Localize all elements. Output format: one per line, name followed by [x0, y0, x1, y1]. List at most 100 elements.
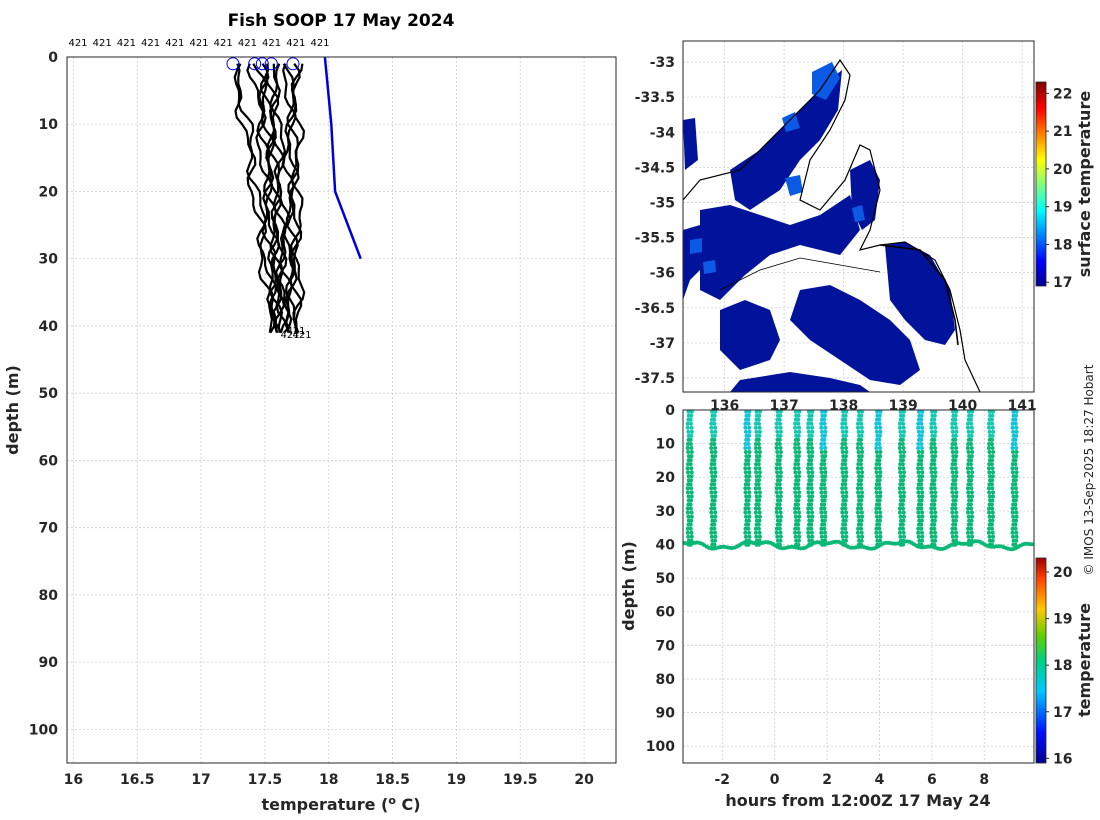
temp-colorbar-label: temperature — [1075, 603, 1094, 717]
ts-point — [689, 486, 694, 491]
ts-point — [777, 526, 782, 531]
ts-point — [819, 421, 824, 426]
chart-title: Fish SOOP 17 May 2024 — [228, 11, 455, 31]
ts-point — [897, 446, 902, 450]
ts-point — [969, 522, 973, 527]
ts-point — [953, 442, 958, 446]
ts-point — [820, 474, 825, 479]
ts-point — [843, 442, 848, 446]
ts-point — [932, 442, 937, 446]
y-tick-label: 40 — [39, 319, 59, 335]
sst-colorbar-tick-label: 18 — [1053, 237, 1072, 253]
ts-point — [709, 506, 714, 511]
ts-point — [822, 413, 827, 418]
ts-point — [875, 410, 880, 414]
ts-point — [844, 510, 849, 515]
temp-colorbar — [1035, 557, 1047, 764]
ts-point — [794, 494, 798, 499]
ts-point — [950, 490, 955, 495]
ts-point — [954, 494, 959, 499]
ts-point — [823, 454, 828, 459]
ts-point — [967, 474, 971, 479]
ts-point — [807, 494, 812, 499]
ts-point — [810, 470, 815, 475]
ts-point — [797, 410, 802, 414]
ts-point — [778, 466, 783, 471]
ts-point — [966, 421, 970, 426]
profile-chart: Fish SOOP 17 May 2024 16 16.5 17 17.5 18 18.5… — [3, 11, 617, 814]
ts-point — [953, 502, 958, 507]
ts-point — [930, 429, 934, 434]
ts-point — [901, 478, 906, 483]
ts-point — [796, 478, 801, 483]
ts-point — [809, 466, 814, 471]
ts-point — [841, 410, 846, 414]
ts-point — [929, 442, 934, 446]
ts-point — [743, 466, 748, 471]
ts-point — [757, 454, 762, 459]
ts-point — [970, 490, 974, 495]
ts-point — [843, 542, 848, 547]
profile-line — [234, 63, 276, 334]
profile-id-label: 421 — [141, 38, 160, 49]
ts-point — [878, 454, 883, 459]
ts-point — [793, 506, 798, 511]
ts-point — [746, 506, 751, 511]
ts-point — [1011, 474, 1016, 479]
ts-point — [777, 437, 782, 442]
ts-point — [919, 506, 924, 511]
ts-point — [685, 466, 690, 471]
ts-point — [901, 474, 906, 479]
ts-point — [747, 470, 752, 475]
ts-point — [757, 470, 762, 475]
ts-point — [757, 494, 762, 499]
ts-point — [856, 506, 860, 511]
ts-point — [902, 514, 906, 519]
ts-point — [744, 429, 748, 434]
ts-point — [950, 486, 955, 491]
ts-point — [919, 433, 924, 438]
ts-point — [916, 450, 921, 454]
profile-id-label: 421 — [310, 38, 329, 49]
x-tick-label: 16.5 — [120, 772, 155, 788]
ts-point — [743, 421, 748, 426]
ts-point — [840, 450, 845, 454]
ts-point — [756, 462, 761, 467]
surface-marker — [255, 57, 269, 71]
ts-point — [986, 466, 991, 471]
ts-point — [989, 482, 994, 487]
ts-point — [990, 498, 995, 503]
ts-point — [756, 526, 761, 531]
y-axis-label: depth (m) — [3, 365, 22, 455]
ts-point — [987, 442, 992, 446]
ts-point — [1010, 490, 1015, 495]
ts-point — [953, 433, 958, 438]
ts-point — [747, 510, 752, 515]
ts-point — [796, 482, 800, 487]
ts-point — [747, 474, 752, 479]
ts-point — [689, 466, 694, 471]
ts-point — [775, 494, 780, 499]
ts-point — [860, 450, 865, 454]
ts-y-tick-label: 0 — [665, 403, 675, 419]
ts-point — [806, 442, 811, 446]
ts-point — [954, 490, 959, 495]
ts-point — [987, 470, 992, 475]
ts-point — [713, 538, 717, 543]
ts-point — [860, 410, 864, 414]
ts-point — [796, 486, 801, 491]
ts-point — [689, 530, 694, 535]
ts-point — [929, 421, 934, 426]
ts-point — [970, 470, 975, 475]
ts-point — [747, 446, 751, 450]
ts-point — [1011, 534, 1015, 539]
surface-marker — [264, 57, 278, 71]
ts-point — [809, 518, 814, 523]
ts-y-tick-label: 70 — [656, 638, 676, 654]
ts-point — [1014, 466, 1019, 471]
ts-point — [1013, 458, 1018, 463]
ts-point — [688, 421, 693, 426]
y-tick-label: 90 — [39, 655, 59, 671]
ts-point — [969, 433, 974, 438]
ts-point — [796, 433, 801, 438]
